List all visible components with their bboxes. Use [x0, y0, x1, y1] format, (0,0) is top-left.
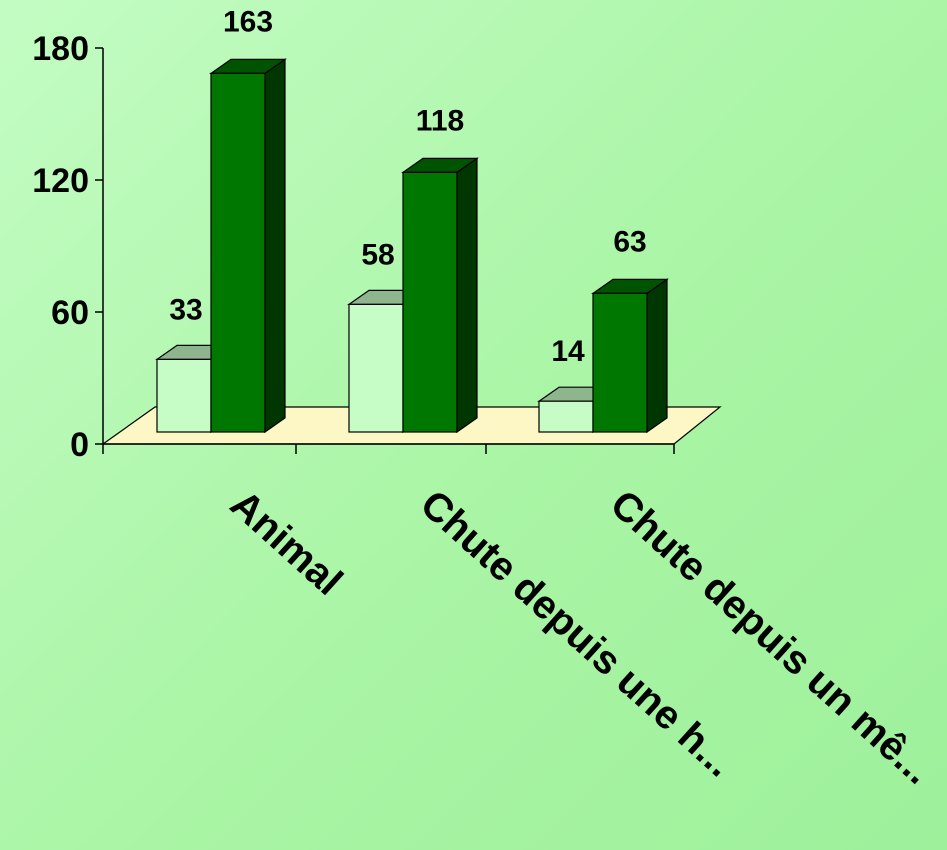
- bar-front: [592, 292, 648, 433]
- bar-side: [456, 157, 478, 434]
- category-label: Animal: [222, 482, 351, 604]
- bar: [401, 157, 479, 434]
- bar-front: [538, 400, 594, 433]
- bar-side: [646, 278, 668, 434]
- bar-side: [264, 58, 286, 434]
- y-tick-label: 60: [51, 294, 89, 332]
- data-label: 118: [416, 104, 464, 137]
- bar-front: [402, 171, 458, 433]
- data-label: 14: [551, 335, 585, 368]
- y-axis: 0 60 120 180: [32, 30, 675, 464]
- bar: [209, 58, 287, 434]
- bars: [155, 58, 669, 434]
- data-label: 58: [361, 238, 394, 271]
- x-axis-labels: Animal Chute depuis une h...Chute depuis …: [222, 482, 940, 793]
- data-label: 33: [169, 293, 202, 326]
- bar-front: [156, 358, 212, 433]
- y-tick-label: 180: [32, 30, 89, 68]
- category-label: Chute depuis un mê...: [602, 482, 940, 793]
- y-tick-label: 0: [70, 426, 89, 464]
- y-tick-label: 120: [32, 162, 89, 200]
- data-label: 163: [223, 5, 273, 38]
- data-label: 63: [613, 225, 646, 258]
- bar-front: [210, 72, 266, 433]
- category-label: Chute depuis une h...: [412, 482, 742, 785]
- data-labels: 33 163 58 118 14 63: [169, 5, 646, 368]
- bar-front: [348, 303, 404, 433]
- bar: [591, 278, 669, 434]
